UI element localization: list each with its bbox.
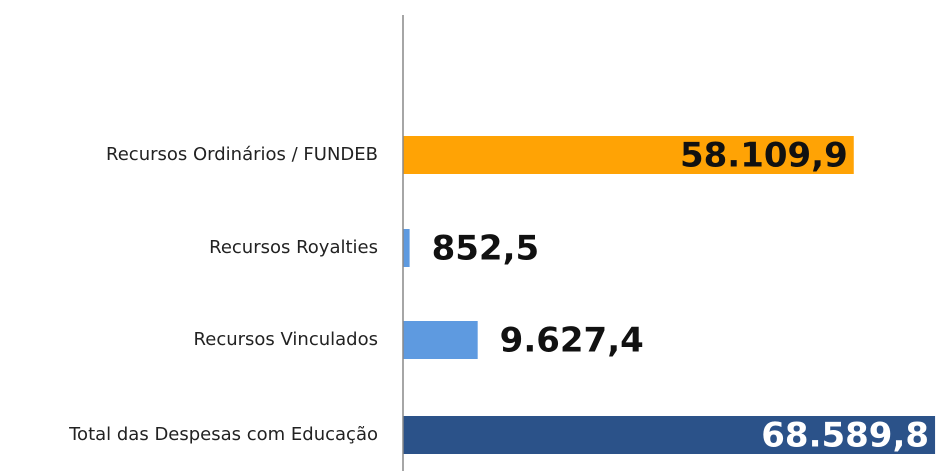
value-label: 68.589,8 <box>761 416 929 456</box>
bar <box>403 229 410 267</box>
category-label: Total das Despesas com Educação <box>68 424 378 445</box>
category-label: Recursos Royalties <box>209 237 378 258</box>
bar <box>403 416 936 454</box>
bar <box>403 136 854 174</box>
bar <box>403 321 478 359</box>
value-label: 852,5 <box>432 229 540 269</box>
value-label: 58.109,9 <box>680 136 848 176</box>
category-label: Recursos Vinculados <box>194 329 378 350</box>
category-label: Recursos Ordinários / FUNDEB <box>106 144 378 165</box>
value-label: 9.627,4 <box>500 321 644 361</box>
